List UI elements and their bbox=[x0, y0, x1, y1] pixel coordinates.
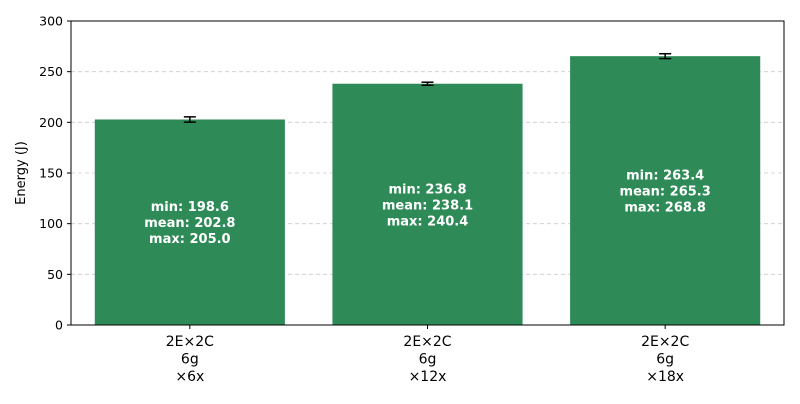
bar-data-label: max: 205.0 bbox=[149, 232, 231, 247]
error-bars bbox=[183, 52, 672, 123]
bar-data-label: min: 198.6 bbox=[151, 200, 229, 215]
bar bbox=[332, 83, 523, 325]
x-tick-label: 6g bbox=[656, 352, 674, 368]
y-tick-label: 150 bbox=[39, 166, 63, 181]
x-tick-label: ×12x bbox=[409, 369, 447, 385]
x-tick-label: 6g bbox=[419, 352, 437, 368]
x-tick-label: 2E×2C bbox=[403, 334, 451, 350]
y-tick-label: 200 bbox=[39, 115, 63, 130]
x-tick-label: 2E×2C bbox=[641, 334, 689, 350]
bar-data-label: min: 236.8 bbox=[388, 182, 466, 197]
y-tick-label: 300 bbox=[39, 14, 63, 29]
x-tick-label: 2E×2C bbox=[166, 334, 214, 350]
y-tick-label: 0 bbox=[55, 318, 63, 333]
y-axis-ticks: 0 50 100 150 200 250 300 bbox=[39, 14, 71, 333]
bar-data-label: mean: 238.1 bbox=[382, 198, 473, 213]
y-tick-label: 250 bbox=[39, 64, 63, 79]
x-tick-label: ×6x bbox=[175, 369, 204, 385]
y-tick-label: 50 bbox=[47, 267, 63, 282]
bar-data-label: min: 263.4 bbox=[626, 169, 704, 184]
y-axis-label: Energy (J) bbox=[14, 141, 29, 205]
x-tick-label: ×18x bbox=[646, 369, 684, 385]
bar-data-label: mean: 265.3 bbox=[620, 185, 711, 200]
x-tick-label: 6g bbox=[181, 352, 199, 368]
bars bbox=[94, 56, 761, 326]
bar bbox=[570, 56, 761, 326]
y-tick-label: 100 bbox=[39, 216, 63, 231]
bar-data-label: mean: 202.8 bbox=[144, 216, 235, 231]
bar bbox=[94, 119, 285, 325]
bar-data-label: max: 268.8 bbox=[624, 201, 706, 216]
bar-data-label: max: 240.4 bbox=[387, 214, 469, 229]
